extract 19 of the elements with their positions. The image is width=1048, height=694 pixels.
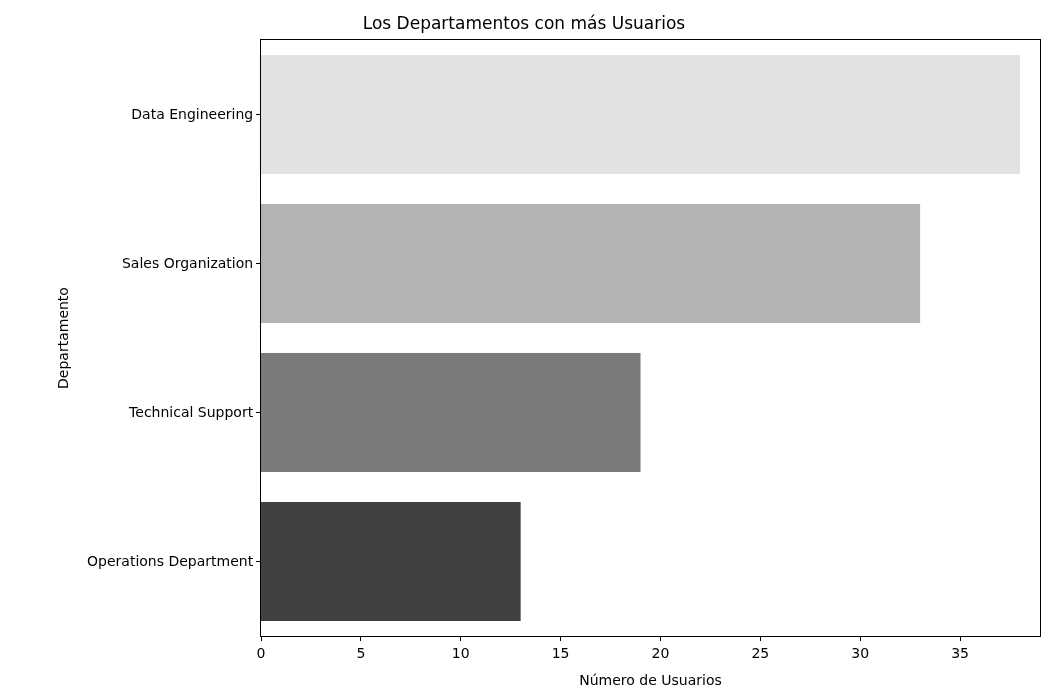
- y-axis-title: Departamento: [54, 287, 71, 389]
- x-tick-label: 15: [551, 644, 570, 661]
- x-tick-label: 25: [751, 644, 770, 661]
- bar: [261, 203, 921, 324]
- bar: [261, 54, 1021, 175]
- chart-title: Los Departamentos con más Usuarios: [362, 13, 686, 34]
- y-tick-label: Data Engineering: [131, 106, 254, 123]
- y-tick-label: Operations Department: [87, 553, 254, 570]
- x-tick-label: 20: [651, 644, 670, 661]
- x-tick-label: 10: [451, 644, 470, 661]
- x-axis-title: Número de Usuarios: [579, 672, 722, 689]
- y-tick-label: Sales Organization: [121, 255, 254, 272]
- y-tick-label: Technical Support: [128, 404, 254, 421]
- x-tick-label: 0: [256, 644, 266, 661]
- bar: [261, 501, 521, 622]
- x-tick-label: 30: [851, 644, 870, 661]
- bar: [261, 352, 641, 473]
- x-tick-label: 5: [356, 644, 366, 661]
- x-tick-label: 35: [951, 644, 970, 661]
